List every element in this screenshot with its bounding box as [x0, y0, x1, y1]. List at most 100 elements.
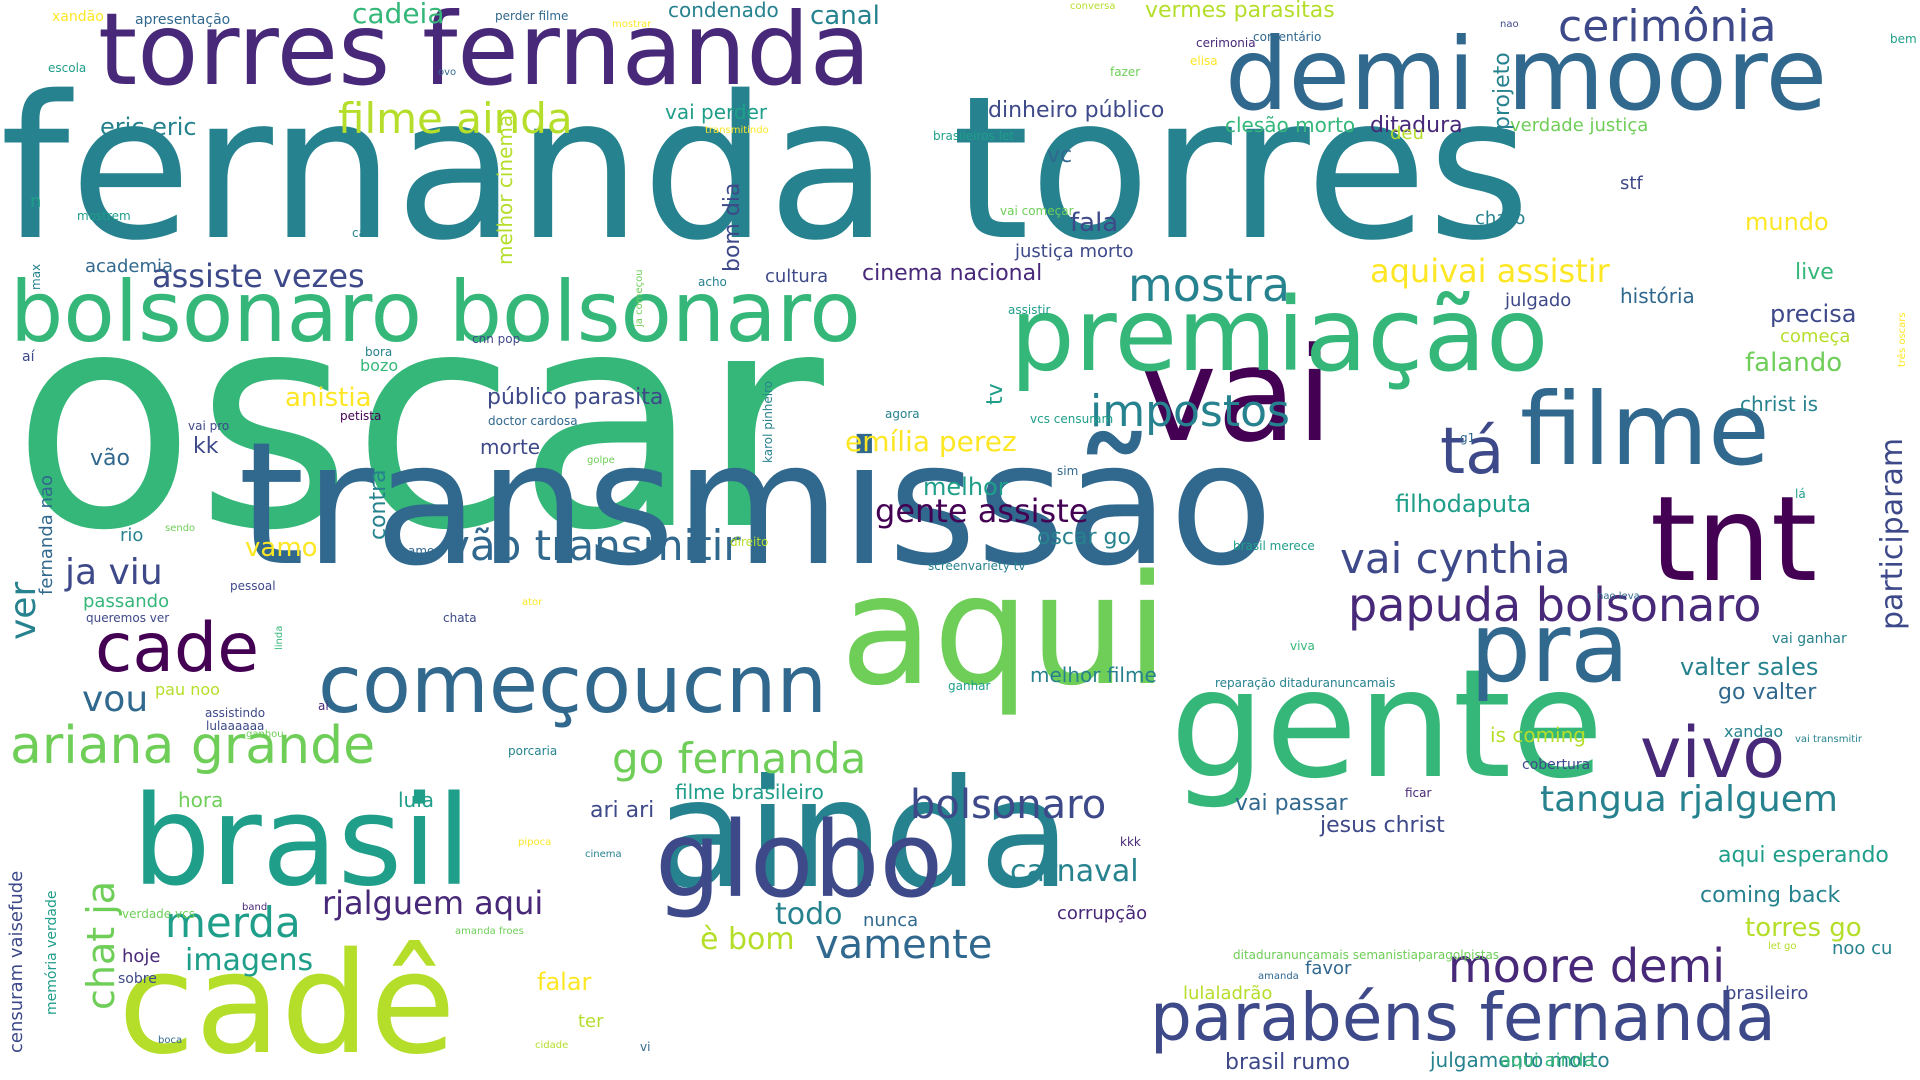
cloud-word: favor [1305, 958, 1352, 979]
cloud-word: cultura [765, 266, 829, 287]
cloud-word: comentário [1253, 30, 1322, 44]
cloud-word: vermes parasitas [1145, 0, 1335, 23]
cloud-word: oscar go [1037, 525, 1131, 550]
cloud-word: brasileiro [1725, 983, 1809, 1004]
cloud-word: bolsonaro [910, 782, 1107, 828]
cloud-word: gente assiste [875, 492, 1089, 530]
cloud-word: is coming [1490, 723, 1586, 747]
cloud-word: brasil rumo [1225, 1050, 1351, 1075]
cloud-word: corrupção [1057, 903, 1148, 924]
cloud-word: memória verdade [44, 890, 60, 1015]
cloud-word: começoucnn [318, 638, 828, 731]
cloud-word: elisa [1190, 54, 1218, 68]
cloud-word: emília perez [845, 425, 1017, 458]
cloud-word: lulaaaaaa [206, 719, 265, 733]
cloud-word: acho [698, 275, 727, 289]
cloud-word: vai passar [1235, 791, 1348, 816]
cloud-word: censuram vaisefude [6, 870, 27, 1053]
cloud-word: imagens [185, 943, 314, 978]
cloud-word: ai [318, 699, 329, 713]
cloud-word: verdade justiça [1510, 115, 1649, 136]
cloud-word: band [242, 902, 268, 913]
cloud-word: agora [885, 407, 920, 421]
cloud-word: fernanda torres [0, 53, 1531, 284]
cloud-word: assistindo [205, 706, 266, 720]
cloud-word: vivo [1640, 712, 1786, 794]
cloud-word: filhodaputa [1395, 490, 1532, 518]
cloud-word: conversa [1070, 1, 1116, 12]
cloud-word: vai começar [1000, 204, 1074, 218]
cloud-word: vi [640, 1040, 651, 1054]
cloud-word: cerimônia [1558, 1, 1777, 52]
cloud-word: vai ganhar [1772, 631, 1847, 647]
cloud-word: amor [408, 544, 440, 558]
cloud-word: anistia [285, 383, 372, 413]
cloud-word: nao [1500, 19, 1519, 30]
cloud-word: ganhar [948, 679, 991, 693]
cloud-word: cadeia [352, 0, 445, 30]
cloud-word: começa [1780, 326, 1851, 347]
cloud-word: oscar [12, 247, 824, 596]
cloud-word: pipoca [518, 837, 552, 848]
cloud-word: ator [522, 597, 543, 608]
cloud-word: contra [366, 469, 391, 540]
cloud-word: vou [82, 679, 149, 720]
cloud-word: direito [730, 535, 769, 549]
cloud-word: cinema nacional [862, 261, 1043, 286]
cloud-word: vai transmitir [1795, 734, 1863, 745]
cloud-word: moore demi [1448, 939, 1726, 993]
cloud-word: bom dia [720, 182, 745, 272]
cloud-word: brasil merece [1233, 539, 1315, 553]
cloud-word: vai pro [188, 419, 230, 433]
cloud-word: chato [1475, 208, 1526, 229]
cloud-word: apresentação [135, 12, 231, 28]
cloud-word: mostra [1128, 258, 1291, 312]
cloud-word: lulaladrão [1183, 983, 1273, 1004]
cloud-word: assistir [1008, 303, 1051, 317]
cloud-word: coming back [1700, 883, 1841, 908]
cloud-word: vamente [815, 922, 993, 968]
cloud-word: bora [365, 345, 393, 359]
cloud-word: go fernanda [612, 734, 867, 783]
cloud-word: sendo [165, 523, 196, 534]
cloud-word: ariana grande [10, 716, 376, 776]
cloud-word: lula [398, 788, 435, 812]
cloud-word: filme ainda [338, 94, 573, 143]
cloud-word: petista [340, 409, 382, 423]
cloud-word: cadê [118, 923, 456, 1080]
cloud-word: aqui esperando [1718, 843, 1889, 868]
cloud-word: christ is [1740, 392, 1819, 416]
cloud-word: eric eric [100, 113, 197, 141]
cloud-word: justiça morto [1015, 241, 1134, 262]
cloud-word: público parasita [487, 385, 664, 410]
cloud-word: rjalguem aqui [322, 884, 544, 922]
cloud-word: valter sales [1680, 653, 1819, 681]
cloud-word: ganhou [246, 729, 284, 740]
cloud-word: cara [352, 226, 379, 240]
cloud-word: vai perder [665, 100, 768, 124]
cloud-word: go valter [1718, 680, 1817, 705]
cloud-word: kkk [1120, 835, 1141, 849]
cloud-word: n [30, 191, 42, 212]
cloud-word: karol pinheiro [761, 380, 775, 463]
cloud-word: carnaval [1010, 854, 1139, 889]
cloud-word: doctor cardosa [488, 414, 578, 428]
cloud-word: morte [480, 435, 541, 459]
cloud-word: ari ari [590, 798, 655, 823]
cloud-word: parabéns fernanda [1150, 979, 1776, 1056]
cloud-word: ja começou [634, 269, 645, 327]
cloud-word: cade [95, 609, 260, 688]
cloud-word: torres go [1745, 913, 1862, 943]
cloud-word: jesus christ [1320, 813, 1445, 838]
cloud-word: condenado [668, 0, 779, 22]
cloud-word: todo [775, 897, 843, 932]
cloud-word: rio [120, 525, 144, 546]
cloud-word: julgamento morto [1430, 1048, 1610, 1072]
cloud-word: nao leva [1597, 591, 1640, 602]
cloud-word: julgado [1505, 290, 1572, 311]
cloud-word: perder filme [495, 9, 569, 23]
cloud-word: hora [178, 788, 224, 812]
cloud-word: vcs censuram [1030, 412, 1114, 426]
cloud-word: história [1620, 284, 1695, 308]
